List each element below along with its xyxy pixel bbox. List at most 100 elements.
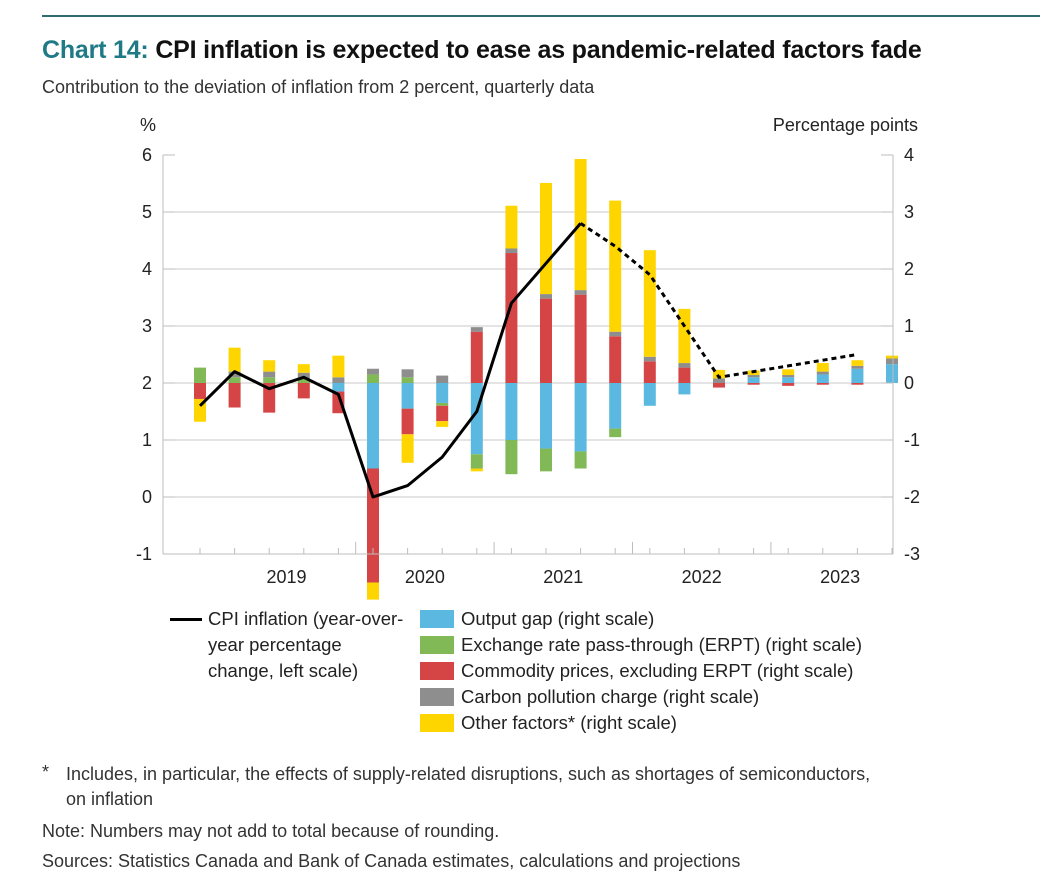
- left-tick-label: 4: [142, 259, 152, 279]
- legend-swatch-commodity: [420, 662, 454, 680]
- cpi-line: [198, 222, 858, 499]
- legend-cpi-label: CPI inflation (year-over-year percentage…: [208, 608, 404, 681]
- footnote-text: Includes, in particular, the effects of …: [66, 762, 870, 812]
- bar-output_gap: [782, 377, 795, 383]
- legend-label-other: Other factors* (right scale): [461, 712, 677, 733]
- axes: -1 0 1 2 3 4 5 6 -3 -2 -1 0 1 2 3 4 2019 2020 2021 2022 2023: [136, 145, 920, 587]
- bar-output_gap: [851, 368, 864, 383]
- left-tick-label: 5: [142, 202, 152, 222]
- bar-output_gap: [332, 383, 345, 392]
- bar-other: [851, 360, 864, 366]
- legend-item-erpt: Exchange rate pass-through (ERPT) (right…: [420, 632, 862, 658]
- bar-carbon: [782, 375, 795, 378]
- legend-cpi: CPI inflation (year-over-year percentage…: [170, 606, 408, 684]
- bar-commodity: [851, 383, 864, 385]
- chart-subtitle: Contribution to the deviation of inflati…: [42, 77, 595, 97]
- bar-other: [713, 369, 725, 379]
- right-tick-label: 4: [904, 145, 914, 165]
- bar-other: [470, 468, 483, 472]
- x-tick-label: 2019: [266, 567, 306, 587]
- x-tick-label: 2021: [543, 567, 583, 587]
- bar-other: [609, 200, 622, 332]
- chart-title: Chart 14: CPI inflation is expected to e…: [42, 36, 922, 65]
- legend-label-erpt: Exchange rate pass-through (ERPT) (right…: [461, 634, 863, 655]
- x-tick-label: 2020: [405, 567, 445, 587]
- bar-erpt: [194, 367, 206, 383]
- bar-other: [540, 182, 552, 295]
- bar-other: [263, 360, 276, 372]
- bar-erpt: [263, 377, 276, 383]
- left-tick-label: 3: [142, 316, 152, 336]
- bar-carbon: [609, 331, 622, 337]
- bar-erpt: [609, 428, 622, 438]
- bar-output_gap: [367, 383, 379, 469]
- x-tick-label: 2023: [820, 567, 860, 587]
- bar-commodity: [194, 383, 206, 399]
- bar-output_gap: [678, 383, 691, 395]
- bar-other: [228, 347, 241, 372]
- bar-other: [678, 308, 691, 364]
- bar-other: [782, 369, 795, 376]
- bar-carbon: [851, 365, 864, 369]
- right-tick-label: 0: [904, 373, 914, 393]
- bar-erpt: [505, 440, 518, 475]
- bar-other: [505, 205, 518, 249]
- right-tick-label: -3: [904, 544, 920, 564]
- bar-commodity: [401, 408, 414, 435]
- legend-swatch-output-gap: [420, 610, 454, 628]
- bar-other: [643, 250, 656, 357]
- bar-output_gap: [886, 364, 898, 383]
- left-tick-label: 2: [142, 373, 152, 393]
- bar-erpt: [540, 448, 552, 472]
- bar-carbon: [540, 294, 552, 299]
- bar-carbon: [401, 369, 414, 378]
- legend-line-sample: [170, 618, 202, 621]
- bar-other: [297, 364, 310, 373]
- footnote-star: *: [42, 762, 50, 782]
- left-tick-label: 6: [142, 145, 152, 165]
- bar-carbon: [436, 375, 449, 383]
- bar-output_gap: [436, 383, 449, 403]
- bar-erpt: [470, 454, 483, 469]
- left-tick-label: 0: [142, 487, 152, 507]
- footnote-line-2: on inflation: [66, 789, 154, 809]
- bar-output_gap: [816, 374, 829, 383]
- grid: [163, 211, 893, 498]
- bar-commodity: [263, 383, 276, 413]
- cpi-line-actual: [198, 222, 582, 499]
- bar-carbon: [297, 372, 310, 379]
- legend-bars: Output gap (right scale) Exchange rate p…: [420, 606, 862, 736]
- bar-other: [816, 363, 829, 372]
- legend-swatch-carbon: [420, 688, 454, 706]
- bar-carbon: [367, 368, 379, 375]
- left-tick-label: -1: [136, 544, 152, 564]
- legend-label-commodity: Commodity prices, excluding ERPT (right …: [461, 660, 854, 681]
- legend-item-commodity: Commodity prices, excluding ERPT (right …: [420, 658, 862, 684]
- right-tick-label: -2: [904, 487, 920, 507]
- chart-title-text: CPI inflation is expected to ease as pan…: [155, 36, 922, 64]
- bar-other: [332, 355, 345, 378]
- chart-number: Chart 14:: [42, 36, 149, 64]
- bar-erpt: [574, 451, 587, 469]
- bar-commodity: [713, 383, 725, 388]
- bar-carbon: [332, 377, 345, 383]
- bar-commodity: [782, 383, 795, 386]
- legend-swatch-erpt: [420, 636, 454, 654]
- bar-commodity: [540, 298, 552, 383]
- legend-item-carbon: Carbon pollution charge (right scale): [420, 684, 862, 710]
- right-tick-label: 3: [904, 202, 914, 222]
- legend-item-output-gap: Output gap (right scale): [420, 606, 862, 632]
- bar-carbon: [228, 371, 241, 378]
- bar-erpt: [367, 374, 379, 383]
- bar-output_gap: [540, 383, 552, 449]
- bar-carbon: [713, 378, 725, 383]
- footnote-line-1: Includes, in particular, the effects of …: [66, 764, 871, 784]
- right-tick-label: 1: [904, 316, 914, 336]
- bars: [194, 158, 898, 600]
- bar-output_gap: [609, 383, 622, 429]
- bar-other: [886, 355, 898, 359]
- left-axis-label: %: [140, 115, 156, 135]
- bar-output_gap: [401, 383, 414, 409]
- bar-carbon: [263, 371, 276, 378]
- bar-erpt: [401, 377, 414, 383]
